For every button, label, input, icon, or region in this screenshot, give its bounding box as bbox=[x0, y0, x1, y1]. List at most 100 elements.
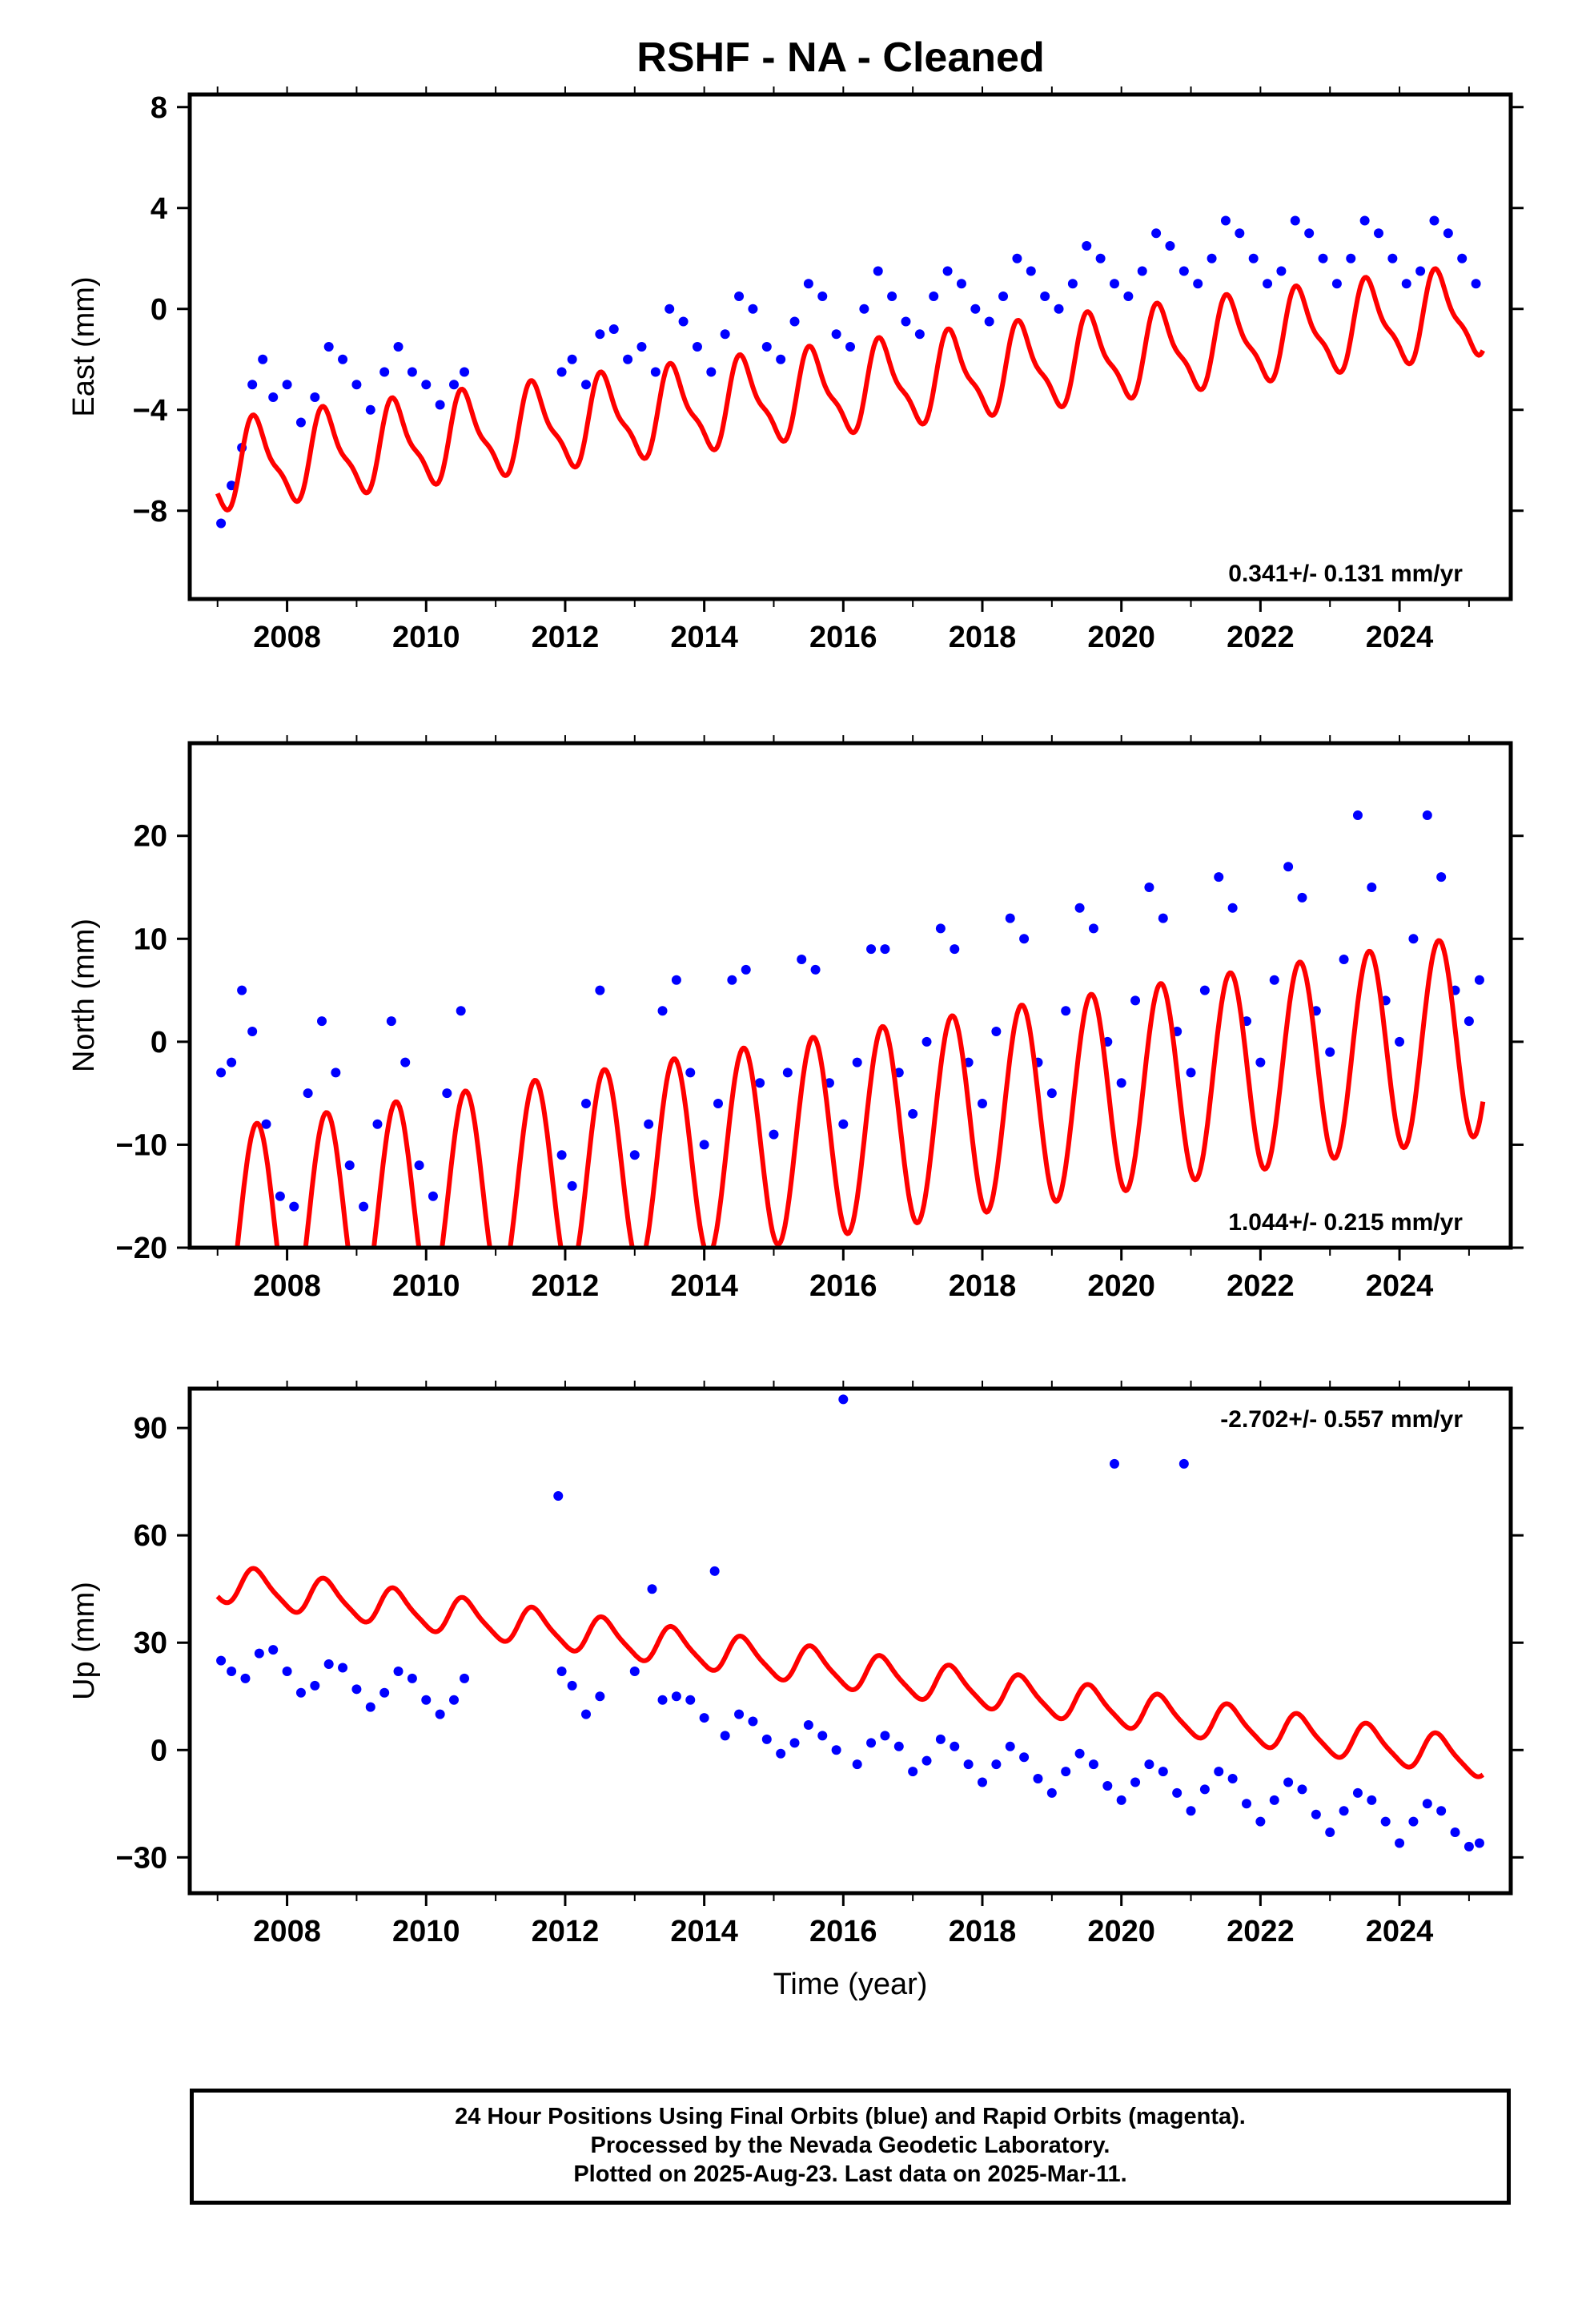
north-data-point bbox=[303, 1088, 313, 1099]
footer-line-3: Plotted on 2025-Aug-23. Last data on 202… bbox=[573, 2161, 1127, 2187]
east-data-point bbox=[623, 354, 633, 364]
east-rate-label: 0.341+/- 0.131 mm/yr bbox=[1228, 561, 1463, 587]
east-data-point bbox=[859, 304, 869, 314]
east-data-point bbox=[1235, 228, 1245, 239]
north-data-point bbox=[556, 1150, 567, 1160]
up-data-point bbox=[1110, 1458, 1119, 1469]
up-data-point bbox=[709, 1566, 720, 1576]
north-data-point bbox=[1436, 872, 1447, 883]
up-data-point bbox=[1380, 1816, 1391, 1827]
north-data-point bbox=[657, 1006, 668, 1016]
east-data-point bbox=[323, 342, 334, 352]
east-data-point bbox=[460, 367, 470, 377]
up-x-tick-label: 2018 bbox=[949, 1915, 1017, 1948]
north-data-point bbox=[908, 1108, 918, 1119]
north-data-point bbox=[1186, 1068, 1196, 1078]
up-data-point bbox=[748, 1716, 758, 1727]
north-data-point bbox=[1227, 903, 1238, 913]
north-data-point bbox=[1408, 934, 1419, 944]
up-data-point bbox=[254, 1648, 264, 1659]
north-data-point bbox=[331, 1068, 341, 1078]
east-x-tick-label: 2010 bbox=[392, 621, 460, 654]
up-data-point bbox=[1074, 1748, 1085, 1759]
up-model-line bbox=[215, 1566, 1485, 1779]
north-data-point bbox=[629, 1150, 640, 1160]
east-y-axis-label: East (mm) bbox=[67, 276, 101, 416]
up-data-point bbox=[323, 1659, 334, 1670]
north-data-point bbox=[386, 1016, 396, 1027]
up-data-point bbox=[581, 1709, 591, 1719]
up-x-tick-label: 2016 bbox=[809, 1915, 877, 1948]
east-data-point bbox=[1443, 228, 1453, 239]
east-data-point bbox=[1346, 253, 1356, 263]
up-data-point bbox=[1464, 1841, 1474, 1852]
up-data-point bbox=[685, 1695, 696, 1705]
up-data-point bbox=[699, 1713, 709, 1723]
north-y-tick-label: −20 bbox=[116, 1232, 167, 1265]
up-data-point bbox=[379, 1687, 390, 1698]
up-data-point bbox=[1005, 1741, 1015, 1751]
east-data-point bbox=[449, 380, 459, 390]
up-data-point bbox=[567, 1680, 577, 1691]
east-data-point bbox=[1304, 228, 1315, 239]
north-data-point bbox=[935, 923, 946, 934]
north-data-point bbox=[838, 1119, 849, 1129]
east-data-point bbox=[1457, 253, 1468, 263]
east-data-point bbox=[282, 380, 292, 390]
north-data-point bbox=[1395, 1036, 1405, 1047]
north-data-point bbox=[644, 1119, 654, 1129]
north-data-point bbox=[237, 985, 247, 995]
north-data-point bbox=[921, 1036, 932, 1047]
footer-caption-box: 24 Hour Positions Using Final Orbits (bl… bbox=[190, 2089, 1511, 2205]
footer-line-1: 24 Hour Positions Using Final Orbits (bl… bbox=[455, 2104, 1246, 2129]
north-data-point bbox=[344, 1160, 355, 1171]
north-data-point bbox=[595, 985, 605, 995]
east-data-point bbox=[258, 354, 268, 364]
north-data-point bbox=[1325, 1047, 1335, 1057]
up-x-axis-label: Time (year) bbox=[773, 1968, 928, 2001]
east-data-point bbox=[650, 367, 661, 377]
north-data-point bbox=[372, 1119, 383, 1129]
north-frame bbox=[187, 741, 1513, 1250]
north-data-point bbox=[317, 1016, 327, 1027]
east-data-point bbox=[1263, 279, 1273, 289]
east-data-point bbox=[581, 380, 591, 390]
up-rate-label: -2.702+/- 0.557 mm/yr bbox=[1220, 1406, 1463, 1433]
east-y-tick-label: 0 bbox=[151, 293, 167, 327]
up-data-point bbox=[393, 1666, 404, 1676]
north-x-tick-label: 2008 bbox=[253, 1269, 321, 1303]
north-data-point bbox=[1255, 1057, 1266, 1068]
north-panel: 2008 2010 2012 2014 2016 2018 2020 2022 2024−20−… bbox=[67, 735, 1524, 1303]
up-data-point bbox=[240, 1673, 251, 1683]
up-data-point bbox=[365, 1702, 375, 1712]
east-data-point bbox=[636, 342, 647, 352]
north-x-tick-label: 2014 bbox=[670, 1269, 738, 1303]
north-data-point bbox=[1061, 1006, 1071, 1016]
up-data-point bbox=[761, 1734, 772, 1744]
east-data-point bbox=[1082, 241, 1092, 251]
up-data-point bbox=[1367, 1795, 1377, 1805]
east-data-point bbox=[1276, 266, 1287, 276]
north-data-point bbox=[880, 944, 890, 955]
east-data-point bbox=[901, 316, 911, 327]
east-data-point bbox=[845, 342, 855, 352]
up-data-point bbox=[1352, 1787, 1363, 1798]
north-data-point bbox=[1046, 1088, 1057, 1099]
east-data-point bbox=[734, 292, 745, 301]
east-data-point bbox=[338, 354, 348, 364]
north-data-point bbox=[1283, 862, 1294, 872]
up-data-point bbox=[1158, 1767, 1168, 1777]
east-data-point bbox=[595, 329, 605, 340]
east-data-point bbox=[365, 404, 375, 415]
east-data-point bbox=[379, 367, 390, 377]
north-data-point bbox=[1422, 810, 1432, 820]
up-data-point bbox=[1422, 1799, 1432, 1809]
north-y-tick-label: 20 bbox=[134, 820, 167, 854]
north-data-point bbox=[581, 1099, 591, 1108]
east-panel: 2008 2010 2012 2014 2016 2018 2020 2022 2024 −8 −4… bbox=[67, 86, 1524, 654]
north-data-point bbox=[713, 1099, 723, 1108]
east-data-point bbox=[1123, 292, 1134, 301]
up-y-tick-label: 60 bbox=[134, 1519, 167, 1553]
up-frame bbox=[187, 1386, 1513, 1896]
up-data-point bbox=[310, 1680, 320, 1691]
